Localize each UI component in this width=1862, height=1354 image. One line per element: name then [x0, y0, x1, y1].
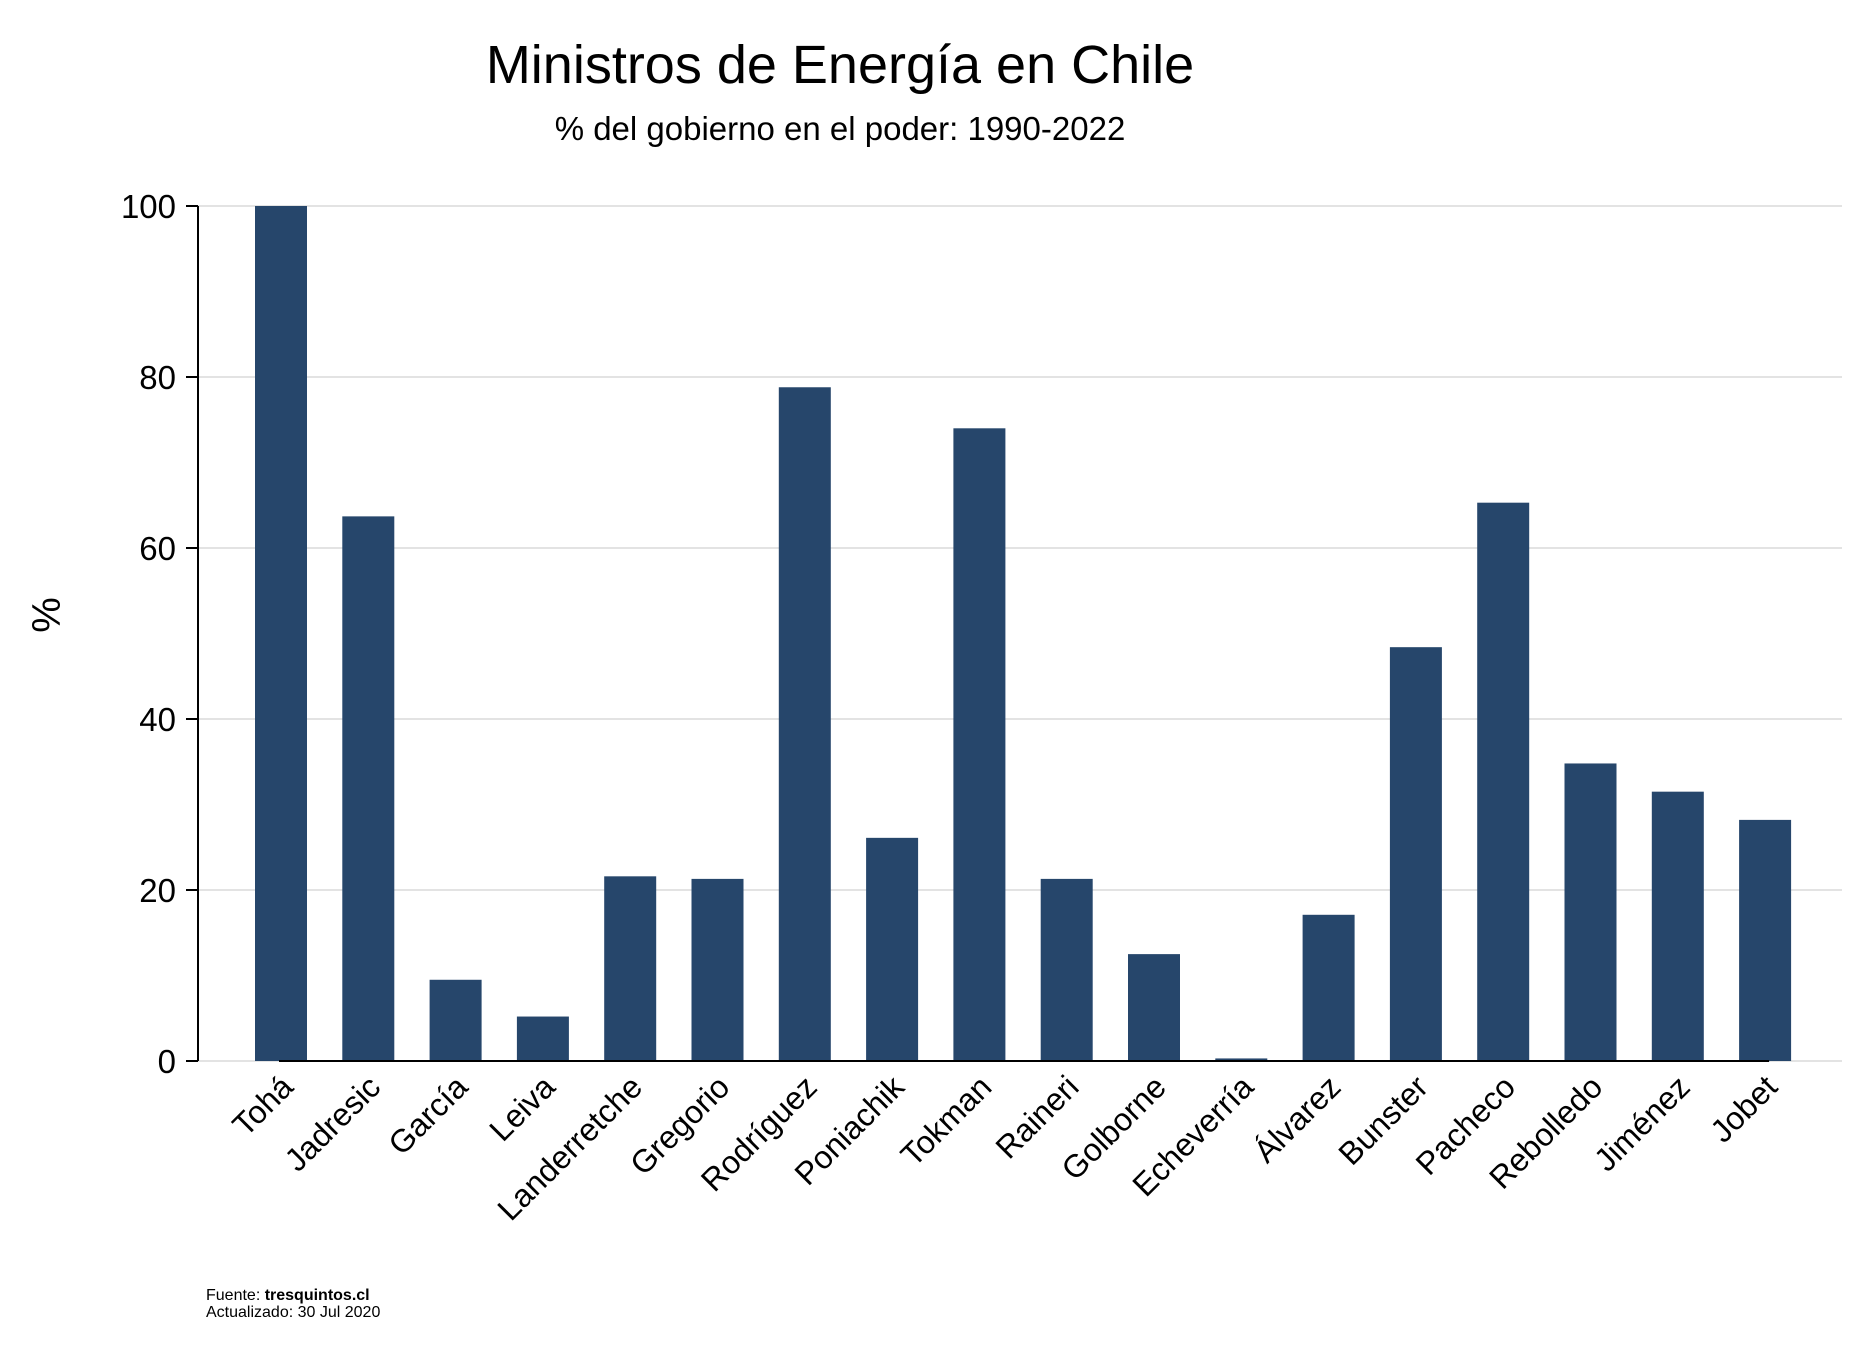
x-tick-label: Leiva [482, 1068, 562, 1148]
x-tick-label: Jobet [1703, 1068, 1784, 1149]
x-tick-label: García [381, 1068, 475, 1162]
y-tick-label: 20 [139, 872, 176, 909]
bar-14 [1477, 502, 1530, 1061]
bar-10 [1128, 954, 1180, 1061]
y-axis-ticks: 0 20 40 60 80 100 [121, 188, 198, 1080]
x-tick-label: Tokman [894, 1068, 999, 1173]
y-tick-label: 0 [158, 1043, 176, 1080]
bars [255, 206, 1792, 1061]
bar-0 [255, 206, 307, 1061]
bar-2 [429, 979, 482, 1061]
bar-11 [1215, 1058, 1268, 1061]
x-tick-label: Tohá [225, 1068, 300, 1143]
chart-subtitle: % del gobierno en el poder: 1990-2022 [554, 110, 1126, 147]
bar-5 [691, 878, 744, 1061]
y-tick-label: 60 [139, 530, 176, 567]
y-axis-label: % [25, 597, 69, 633]
bar-17 [1739, 819, 1792, 1061]
y-tick-label: 40 [139, 701, 176, 738]
chart-title: Ministros de Energía en Chile [485, 35, 1195, 95]
source-label: Fuente: [206, 1287, 265, 1304]
bar-8 [953, 428, 1006, 1061]
x-tick-label: Álvarez [1247, 1068, 1348, 1169]
bar-6 [778, 387, 831, 1061]
x-tick-label: Jiménez [1587, 1068, 1697, 1178]
bar-3 [516, 1016, 569, 1061]
bar-9 [1040, 878, 1093, 1061]
source-line: Fuente: tresquintos.cl [206, 1287, 380, 1304]
updated-date: Actualizado: 30 Jul 2020 [206, 1304, 381, 1321]
bar-16 [1651, 791, 1704, 1061]
bar-12 [1302, 914, 1355, 1061]
bar-15 [1564, 763, 1617, 1061]
bar-7 [866, 837, 919, 1061]
y-tick-label: 80 [139, 359, 176, 396]
bar-13 [1389, 647, 1442, 1061]
bar-4 [604, 876, 657, 1061]
y-tick-label: 100 [121, 188, 176, 225]
source-note: Fuente: tresquintos.cl Actualizado: 30 J… [206, 1287, 380, 1321]
bar-1 [342, 516, 395, 1061]
x-tick-label: Jadresic [278, 1068, 388, 1178]
source-link-text: tresquintos.cl [264, 1287, 370, 1304]
